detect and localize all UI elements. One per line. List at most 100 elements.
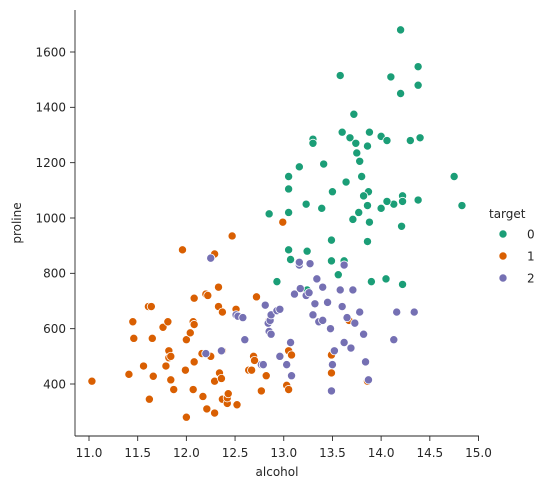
data-point-class-2 (310, 299, 320, 309)
data-point-class-0 (381, 274, 391, 284)
x-tick-label: 14.5 (416, 446, 443, 460)
data-point-class-1 (161, 361, 171, 371)
data-point-class-0 (362, 237, 372, 247)
data-point-class-1 (247, 365, 257, 375)
x-tick-label: 13.0 (270, 446, 297, 460)
data-point-class-2 (339, 337, 349, 347)
data-point-class-0 (327, 187, 337, 197)
data-point-class-1 (202, 404, 212, 414)
data-point-class-1 (87, 376, 97, 386)
data-point-class-2 (287, 371, 297, 381)
data-point-class-1 (198, 391, 208, 401)
data-point-class-2 (216, 346, 226, 356)
data-point-class-2 (282, 360, 292, 370)
data-point-class-1 (144, 394, 154, 404)
data-point-class-2 (318, 315, 328, 325)
data-point-class-1 (148, 371, 158, 381)
data-point-class-2 (337, 302, 347, 312)
data-point-class-2 (350, 318, 360, 328)
data-point-class-0 (362, 201, 372, 211)
data-point-class-2 (258, 360, 268, 370)
data-point-class-0 (413, 195, 423, 205)
data-point-class-1 (163, 317, 173, 327)
data-point-class-1 (181, 412, 191, 422)
data-point-class-0 (352, 148, 362, 158)
data-point-class-2 (275, 304, 285, 314)
data-point-class-0 (351, 138, 361, 148)
x-tick-label: 12.5 (222, 446, 249, 460)
data-point-class-0 (272, 277, 282, 287)
data-point-class-2 (295, 284, 305, 294)
data-point-class-2 (286, 337, 296, 347)
legend-label: 0 (527, 227, 535, 241)
data-point-class-0 (405, 136, 415, 146)
data-point-class-2 (335, 285, 345, 295)
data-point-class-1 (287, 350, 297, 360)
data-point-class-1 (261, 371, 271, 381)
data-point-class-1 (217, 307, 227, 317)
data-point-class-0 (284, 171, 294, 181)
data-point-class-1 (180, 365, 190, 375)
data-point-class-0 (326, 256, 336, 266)
data-point-class-0 (302, 246, 312, 256)
x-tick-label: 11.0 (76, 446, 103, 460)
data-point-class-2 (305, 259, 315, 269)
data-point-class-2 (363, 375, 373, 385)
data-point-class-0 (333, 270, 343, 280)
y-tick-label: 1600 (35, 45, 66, 59)
y-tick-label: 1000 (35, 211, 66, 225)
data-point-class-1 (203, 290, 213, 300)
data-point-class-2 (266, 329, 276, 339)
data-point-class-0 (284, 207, 294, 217)
data-point-class-2 (392, 307, 402, 317)
data-point-class-2 (339, 260, 349, 270)
data-point-class-0 (284, 245, 294, 255)
data-point-class-0 (364, 217, 374, 227)
data-point-class-1 (326, 368, 336, 378)
x-tick-label: 15.0 (465, 446, 492, 460)
data-point-class-2 (312, 274, 322, 284)
data-point-class-0 (335, 71, 345, 81)
data-point-class-1 (223, 389, 233, 399)
data-point-class-1 (251, 292, 261, 302)
x-tick-label: 12.0 (173, 446, 200, 460)
data-point-class-1 (128, 317, 138, 327)
x-axis-label: alcohol (256, 465, 299, 479)
data-point-class-0 (345, 133, 355, 143)
x-tick-label: 13.5 (319, 446, 346, 460)
data-point-class-1 (189, 293, 199, 303)
data-point-class-1 (169, 385, 179, 395)
y-tick-label: 1200 (35, 156, 66, 170)
data-point-class-1 (166, 375, 176, 385)
data-point-class-1 (214, 282, 224, 292)
data-point-class-0 (397, 221, 407, 231)
data-point-class-2 (201, 349, 211, 359)
data-point-class-0 (382, 136, 392, 146)
data-point-class-0 (362, 141, 372, 151)
data-point-class-1 (284, 385, 294, 395)
data-point-class-2 (240, 335, 250, 345)
data-point-class-2 (323, 297, 333, 307)
data-point-class-1 (185, 328, 195, 338)
y-tick-label: 600 (43, 322, 66, 336)
data-point-class-2 (304, 288, 314, 298)
data-point-class-1 (129, 333, 139, 343)
data-point-class-1 (227, 231, 237, 241)
data-point-class-2 (260, 300, 270, 310)
legend-title: target (489, 207, 526, 221)
data-point-class-0 (357, 171, 367, 181)
data-point-class-2 (355, 307, 365, 317)
data-point-class-0 (284, 184, 294, 194)
data-point-class-2 (289, 289, 299, 299)
y-axis-label: proline (10, 202, 24, 243)
legend-marker (498, 273, 508, 283)
data-point-class-1 (250, 355, 260, 365)
data-point-class-0 (413, 80, 423, 90)
legend: target 0 1 2 (489, 207, 535, 285)
data-point-class-2 (206, 253, 216, 263)
data-point-class-2 (409, 307, 419, 317)
data-point-class-0 (354, 207, 364, 217)
data-point-class-1 (210, 408, 220, 418)
data-point-class-0 (396, 89, 406, 99)
